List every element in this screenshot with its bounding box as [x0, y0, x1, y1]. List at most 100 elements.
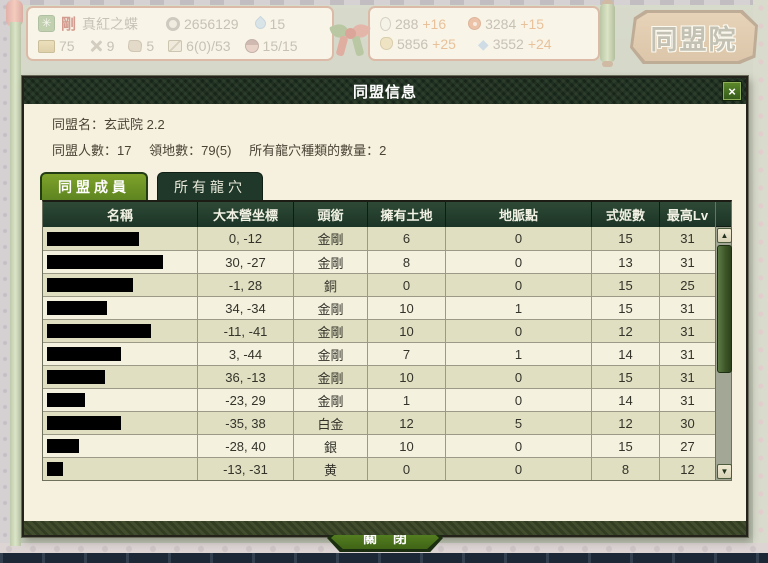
member-maxlv-cell: 31 — [659, 319, 715, 342]
tab-all-dragon-caves[interactable]: 所有龍穴 — [157, 172, 263, 200]
dialog-tabs: 同盟成員 所有龍穴 — [40, 172, 746, 200]
member-ley-cell: 1 — [445, 342, 591, 365]
leather-count: 5 — [146, 38, 155, 54]
member-land-cell: 10 — [367, 434, 445, 457]
member-name-redaction — [47, 301, 107, 315]
member-land-cell: 1 — [367, 388, 445, 411]
member-table-row[interactable]: 3, -44 金剛 7 1 14 31 — [43, 342, 715, 365]
member-land-cell: 8 — [367, 250, 445, 273]
member-land-cell: 0 — [367, 273, 445, 296]
gold-count: 75 — [59, 38, 75, 54]
member-hime-cell: 15 — [591, 227, 659, 250]
member-maxlv-cell: 27 — [659, 434, 715, 457]
table-scrollbar[interactable]: ▲ ▼ — [715, 202, 732, 480]
alliance-name-line: 同盟名：玄武院 2.2 — [52, 117, 165, 132]
alliance-info-dialog: 同盟信息 × 同盟名：玄武院 2.2 同盟人數：17 領地數：79(5) 所有龍… — [22, 76, 748, 552]
member-hime-cell: 12 — [591, 319, 659, 342]
member-hime-cell: 15 — [591, 273, 659, 296]
horn-delta: +25 — [432, 35, 456, 52]
page-banner-title: 同盟院 — [650, 24, 738, 55]
dragon-cave-count: 所有龍穴種類的數量：2 — [249, 143, 387, 158]
horn-icon — [380, 37, 393, 50]
member-table-row[interactable]: -28, 40 銀 10 0 15 27 — [43, 434, 715, 457]
member-name-redaction — [47, 324, 151, 338]
member-title-cell: 金剛 — [293, 388, 367, 411]
member-hime-cell: 14 — [591, 388, 659, 411]
dialog-titlebar: 同盟信息 × — [24, 78, 746, 104]
member-title-cell: 金剛 — [293, 296, 367, 319]
scrollbar-track[interactable]: ▲ ▼ — [716, 227, 732, 480]
tab-alliance-members[interactable]: 同盟成員 — [40, 172, 148, 200]
col-header-ley: 地脈點 — [445, 202, 591, 227]
member-coords-cell: 30, -27 — [197, 250, 293, 273]
conch-delta: +15 — [520, 15, 545, 32]
col-header-name: 名稱 — [106, 208, 133, 223]
member-maxlv-cell: 31 — [659, 227, 715, 250]
member-table-header: 名稱 大本營坐標 頭銜 擁有土地 地脈點 式姬數 最高Lv — [43, 202, 715, 227]
coin-count: 2656129 — [184, 15, 239, 32]
member-name-cell — [43, 296, 197, 319]
member-maxlv-cell: 31 — [659, 250, 715, 273]
member-title-cell: 金剛 — [293, 227, 367, 250]
member-title-cell: 白金 — [293, 411, 367, 434]
member-hime-cell: 14 — [591, 342, 659, 365]
member-table-row[interactable]: 0, -12 金剛 6 0 15 31 — [43, 227, 715, 250]
member-ley-cell: 0 — [445, 434, 591, 457]
member-name-cell — [43, 227, 197, 250]
member-name-redaction — [47, 255, 163, 269]
bottom-bar — [0, 553, 768, 563]
member-title-cell: 銀 — [293, 434, 367, 457]
member-maxlv-cell: 31 — [659, 365, 715, 388]
col-header-title: 頭銜 — [293, 202, 367, 227]
member-ley-cell: 0 — [445, 273, 591, 296]
hime-count: 15/15 — [262, 38, 298, 54]
member-coords-cell: 36, -13 — [197, 365, 293, 388]
shikihime-icon — [244, 39, 259, 53]
member-table-row[interactable]: 30, -27 金剛 8 0 13 31 — [43, 250, 715, 273]
member-table-row[interactable]: 36, -13 金剛 10 0 15 31 — [43, 365, 715, 388]
member-name-cell — [43, 319, 197, 342]
member-table-row[interactable]: -23, 29 金剛 1 0 14 31 — [43, 388, 715, 411]
member-name-cell — [43, 411, 197, 434]
hud-resources-panel: 288 +16 3284 +15 5856 +25 ◆ 3552 +24 — [368, 6, 600, 61]
scroll-rod-left — [10, 22, 21, 546]
scroll-down-button[interactable]: ▼ — [717, 464, 732, 479]
page-banner: 同盟院 — [630, 10, 758, 64]
member-land-cell: 10 — [367, 296, 445, 319]
player-rank-badge: 剛 — [61, 16, 77, 33]
scroll-rod-cap — [602, 0, 613, 6]
member-ley-cell: 5 — [445, 411, 591, 434]
dialog-footer-strip — [24, 521, 746, 535]
horn-count: 5856 — [397, 35, 429, 52]
member-table-row[interactable]: -13, -31 黄 0 0 8 12 — [43, 457, 715, 480]
member-table-row[interactable]: 34, -34 金剛 10 1 15 31 — [43, 296, 715, 319]
member-maxlv-cell: 25 — [659, 273, 715, 296]
member-table-row[interactable]: -35, 38 白金 12 5 12 30 — [43, 411, 715, 434]
left-border-decoration — [0, 0, 11, 563]
silver-egg-icon — [380, 16, 391, 31]
member-coords-cell: -28, 40 — [197, 434, 293, 457]
member-coords-cell: -1, 28 — [197, 273, 293, 296]
alliance-emblem-icon: ✳ — [38, 15, 55, 32]
crystal-delta: +24 — [527, 35, 552, 52]
member-ley-cell: 0 — [445, 227, 591, 250]
member-name-cell — [43, 273, 197, 296]
member-title-cell: 黄 — [293, 457, 367, 480]
member-table-row[interactable]: -11, -41 金剛 10 0 12 31 — [43, 319, 715, 342]
member-table-row[interactable]: -1, 28 銅 0 0 15 25 — [43, 273, 715, 296]
scroll-up-button[interactable]: ▲ — [717, 228, 732, 243]
crystal-count: 3552 — [492, 35, 524, 52]
water-crystal-icon: ◆ — [477, 35, 489, 52]
member-land-cell: 12 — [367, 411, 445, 434]
member-coords-cell: -23, 29 — [197, 388, 293, 411]
member-coords-cell: -11, -41 — [197, 319, 293, 342]
member-coords-cell: -35, 38 — [197, 411, 293, 434]
close-x-button[interactable]: × — [722, 81, 742, 101]
member-ley-cell: 1 — [445, 296, 591, 319]
dialog-title: 同盟信息 — [352, 83, 417, 101]
col-header-maxlv: 最高Lv — [659, 202, 715, 227]
ribbon-bow-decoration — [329, 18, 372, 58]
scrollbar-thumb[interactable] — [717, 245, 732, 373]
member-ley-cell: 0 — [445, 319, 591, 342]
member-name-redaction — [47, 462, 63, 476]
